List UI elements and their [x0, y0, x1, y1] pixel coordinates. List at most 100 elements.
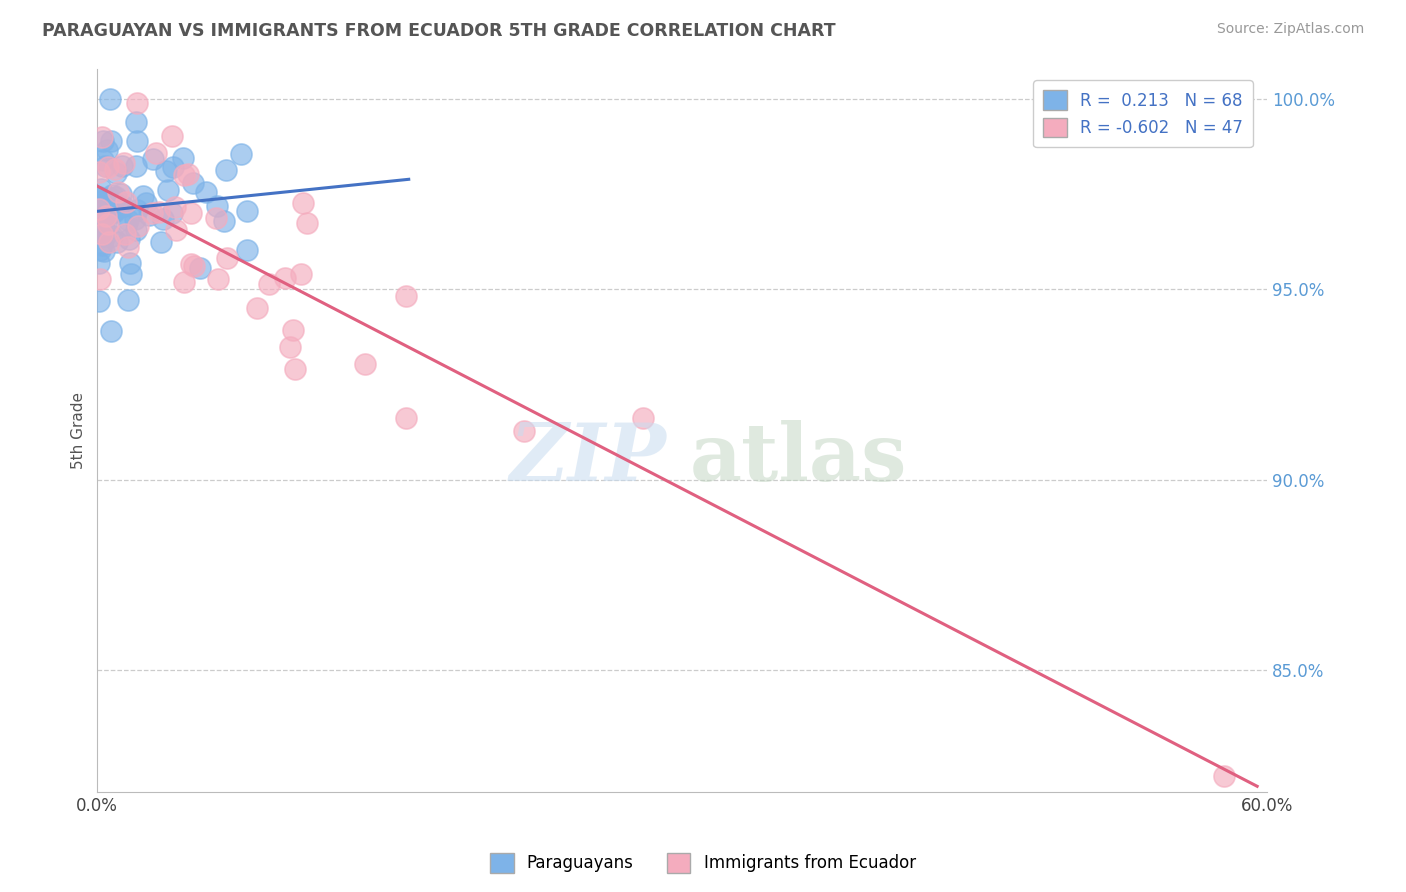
Point	[97, 217, 120, 231]
Point	[138, 209, 160, 223]
Point	[152, 212, 174, 227]
Point	[173, 169, 195, 183]
Point	[93, 219, 115, 234]
Point	[101, 204, 124, 219]
Point	[395, 411, 418, 425]
Point	[165, 223, 187, 237]
Point	[183, 259, 205, 273]
Point	[94, 209, 117, 223]
Point	[94, 209, 117, 223]
Point	[105, 166, 128, 180]
Point	[149, 235, 172, 250]
Point	[115, 218, 138, 232]
Point	[98, 92, 121, 106]
Point	[90, 227, 112, 242]
Point	[177, 167, 200, 181]
Point	[297, 215, 319, 229]
Point	[181, 177, 204, 191]
Point	[125, 223, 148, 237]
Point	[631, 411, 654, 425]
Point	[257, 277, 280, 292]
Point	[127, 202, 149, 217]
Point	[89, 271, 111, 285]
Point	[91, 134, 114, 148]
Point	[180, 257, 202, 271]
Point	[127, 95, 149, 110]
Point	[395, 289, 418, 303]
Point	[94, 209, 117, 223]
Point	[90, 182, 112, 196]
Point	[94, 159, 117, 173]
Point	[91, 130, 114, 145]
Point	[124, 211, 146, 226]
Point	[91, 237, 114, 252]
Point	[142, 153, 165, 167]
Point	[125, 134, 148, 148]
Point	[103, 205, 125, 219]
Point	[290, 268, 312, 282]
Point	[93, 244, 115, 258]
Point	[87, 202, 110, 216]
Point	[205, 199, 228, 213]
Point	[246, 301, 269, 316]
Point	[278, 340, 301, 354]
Point	[145, 146, 167, 161]
Point	[96, 201, 118, 215]
Point	[97, 160, 120, 174]
Point	[96, 143, 118, 157]
Point	[162, 128, 184, 143]
Point	[1213, 769, 1236, 783]
Point	[87, 189, 110, 203]
Point	[117, 232, 139, 246]
Point	[120, 267, 142, 281]
Point	[87, 256, 110, 270]
Point	[100, 324, 122, 338]
Point	[110, 159, 132, 173]
Point	[117, 293, 139, 308]
Point	[110, 186, 132, 201]
Point	[120, 255, 142, 269]
Point	[89, 191, 111, 205]
Text: atlas: atlas	[690, 420, 907, 498]
Point	[163, 200, 186, 214]
Point	[162, 206, 184, 220]
Point	[141, 206, 163, 220]
Point	[236, 243, 259, 257]
Point	[155, 163, 177, 178]
Point	[89, 243, 111, 257]
Point	[195, 186, 218, 200]
Point	[215, 163, 238, 178]
Point	[111, 199, 134, 213]
Legend: R =  0.213   N = 68, R = -0.602   N = 47: R = 0.213 N = 68, R = -0.602 N = 47	[1033, 80, 1253, 147]
Point	[274, 270, 297, 285]
Point	[235, 204, 257, 219]
Point	[107, 185, 129, 199]
Point	[281, 323, 304, 337]
Point	[117, 240, 139, 254]
Y-axis label: 5th Grade: 5th Grade	[72, 392, 86, 468]
Point	[125, 115, 148, 129]
Point	[207, 271, 229, 285]
Point	[104, 162, 127, 177]
Point	[353, 357, 375, 371]
Text: ZIP: ZIP	[510, 420, 666, 498]
Point	[132, 188, 155, 202]
Point	[135, 196, 157, 211]
Point	[291, 196, 314, 211]
Point	[98, 191, 121, 205]
Point	[156, 183, 179, 197]
Point	[87, 293, 110, 308]
Point	[180, 206, 202, 220]
Point	[173, 275, 195, 289]
Point	[188, 260, 211, 275]
Point	[512, 424, 534, 438]
Point	[212, 214, 235, 228]
Point	[91, 153, 114, 168]
Point	[90, 194, 112, 208]
Text: PARAGUAYAN VS IMMIGRANTS FROM ECUADOR 5TH GRADE CORRELATION CHART: PARAGUAYAN VS IMMIGRANTS FROM ECUADOR 5T…	[42, 22, 835, 40]
Point	[217, 252, 239, 266]
Point	[93, 228, 115, 243]
Point	[231, 147, 253, 161]
Point	[87, 224, 110, 238]
Point	[104, 190, 127, 204]
